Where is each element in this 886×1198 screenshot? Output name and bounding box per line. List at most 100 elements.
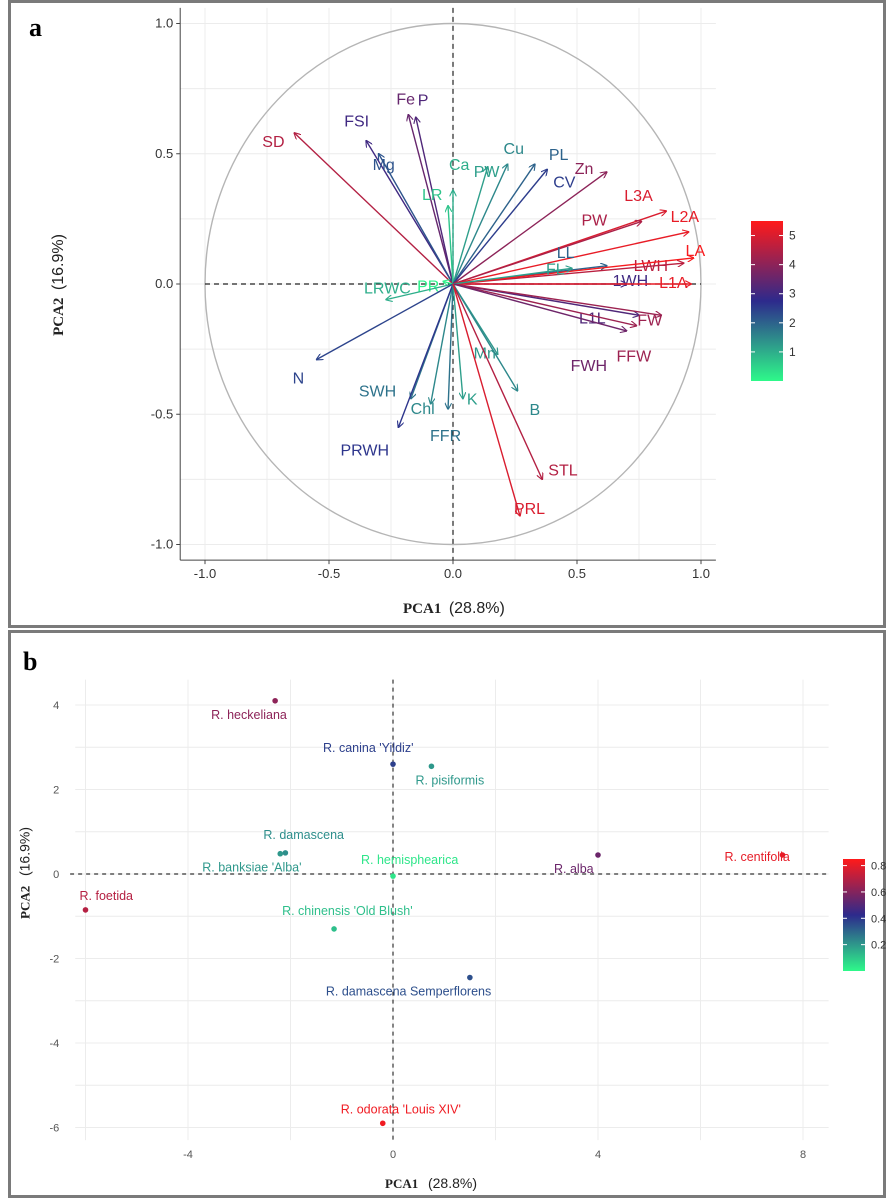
y-tick-label: 2 — [53, 785, 59, 797]
loading-label-pw: PW — [474, 164, 501, 181]
y-tick-label: -0.5 — [151, 406, 173, 421]
y-tick-label: 0.0 — [155, 276, 173, 291]
loading-label-prwh: PRWH — [340, 442, 389, 459]
loading-arrow-pr — [443, 281, 454, 284]
loading-label-ffw: FFW — [617, 349, 653, 366]
point-2 — [428, 763, 435, 770]
loading-arrow-zn — [452, 172, 607, 285]
point-label-5: R. alba — [554, 862, 594, 876]
loading-label-fw: FW — [637, 312, 663, 329]
loading-label-pw: PW — [581, 212, 608, 229]
colorbar-tick-label: 4 — [789, 258, 796, 272]
colorbar-tick-label: 5 — [789, 229, 796, 243]
loading-label-l1a: L1A — [659, 275, 688, 292]
y-tick-label: 0 — [53, 869, 59, 881]
colorbar — [843, 859, 865, 971]
loading-arrow-prl — [452, 283, 520, 516]
y-tick-label: -1.0 — [151, 537, 173, 552]
loading-arrow-k — [452, 283, 463, 399]
loading-arrow-pw — [452, 167, 488, 285]
point-1 — [390, 761, 396, 767]
loading-label-la: LA — [686, 243, 706, 260]
pca-individuals-plot: -4 0 4 8 4 2 0 -2 -4 -6 R. heckeliana R. canina 'Yi… — [49, 679, 886, 1161]
colorbar-tick-label: 3 — [789, 287, 796, 301]
point-3 — [282, 850, 289, 856]
point-5 — [595, 852, 601, 858]
loading-label-ll: LL — [557, 245, 575, 262]
panel-a-label: a — [29, 13, 42, 42]
y-tick-label: -2 — [49, 954, 59, 966]
point-7 — [390, 873, 396, 879]
loading-label-fe: Fe — [396, 92, 415, 109]
loading-arrow-la — [452, 258, 694, 285]
loading-arrow-cv — [452, 169, 547, 285]
x-tick-label: 0.5 — [568, 566, 586, 581]
point-10 — [467, 974, 473, 981]
loading-arrow-l2a — [452, 232, 689, 285]
x-axis-title-b: PCA1 (28.8%) — [385, 1175, 477, 1191]
loading-label-pl: PL — [549, 147, 569, 164]
loading-label-lwh: LWH — [634, 258, 668, 275]
point-label-11: R. odorata 'Louis XIV' — [341, 1102, 461, 1116]
x-tick-label: -0.5 — [318, 566, 340, 581]
loading-arrow-n — [317, 283, 454, 360]
loading-arrow-fw — [452, 283, 661, 315]
point-label-10: R. damascena Semperflorens — [326, 985, 491, 999]
colorbar-tick-label: 2 — [789, 316, 796, 330]
x-tick-label: -4 — [183, 1149, 193, 1161]
loading-label-prl: PRL — [514, 501, 545, 518]
loading-arrow-ffw — [452, 283, 637, 326]
point-label-2: R. pisiformis — [415, 773, 484, 787]
loading-arrow-prwh — [398, 283, 454, 427]
x-tick-label: 8 — [800, 1149, 806, 1161]
x-axis-title-a: PCA1 (28.8%) — [403, 600, 505, 617]
panel-a: a -1.0 -0.5 0.0 0.5 1.0 1.0 0.5 0.0 -0.5 -1.0 Fe P F… — [8, 0, 886, 628]
loading-label-n: N — [293, 371, 305, 388]
loading-arrow-lr — [448, 206, 454, 285]
x-tick-label: 4 — [595, 1149, 601, 1161]
loading-arrow-p — [416, 117, 454, 285]
loading-label-fl: FL — [546, 261, 565, 278]
point-4 — [277, 850, 284, 857]
loading-label-cv: CV — [553, 174, 576, 191]
loading-arrow-fsi — [366, 141, 454, 285]
loading-arrow-b — [452, 283, 517, 391]
loading-arrow-pw — [452, 221, 641, 285]
y-tick-label: 4 — [53, 700, 59, 712]
loading-arrow-lrwc — [386, 283, 454, 300]
y-tick-label: 0.5 — [155, 146, 173, 161]
point-8 — [331, 926, 337, 932]
y-axis-title-a: PCA2 (16.9%) — [50, 234, 67, 336]
loading-label-lrwc: LRWC — [364, 281, 411, 298]
loading-label-ffr: FFR — [430, 428, 461, 445]
loading-label-stl: STL — [548, 462, 577, 479]
loading-arrow-stl — [452, 283, 542, 479]
x-tick-label: 0 — [390, 1149, 396, 1161]
y-tick-label: 1.0 — [155, 16, 173, 31]
loading-label-ca: Ca — [449, 157, 470, 174]
colorbar-tick-label: 0.2 — [871, 940, 886, 952]
x-tick-label: 0.0 — [444, 566, 462, 581]
point-label-9: R. foetida — [80, 889, 134, 903]
loading-label-fsi: FSI — [344, 114, 369, 131]
point-label-0: R. heckeliana — [211, 708, 287, 722]
point-0 — [272, 697, 278, 704]
point-label-3: R. damascena — [263, 828, 344, 842]
y-axis-title-b: PCA2 (16.9%) — [16, 827, 33, 919]
loading-label-mg: Mg — [373, 157, 395, 174]
colorbar-tick-label: 0.8 — [871, 861, 886, 873]
loading-arrow-chl — [431, 283, 454, 404]
loading-arrow-sd — [294, 133, 454, 285]
loading-label-zn: Zn — [575, 161, 594, 178]
loading-label-p: P — [418, 92, 429, 109]
loading-label-lr: LR — [422, 187, 442, 204]
x-tick-label: 1.0 — [692, 566, 710, 581]
loading-label-swh: SWH — [359, 384, 396, 401]
loading-label-cu: Cu — [504, 141, 524, 158]
colorbar-tick-label: 0.4 — [871, 913, 886, 925]
point-9 — [82, 907, 89, 913]
point-label-8: R. chinensis 'Old Blush' — [282, 904, 413, 918]
loading-label-sd: SD — [262, 134, 284, 151]
colorbar-tick-label: 1 — [789, 345, 796, 359]
point-label-4: R. banksiae 'Alba' — [202, 861, 301, 875]
